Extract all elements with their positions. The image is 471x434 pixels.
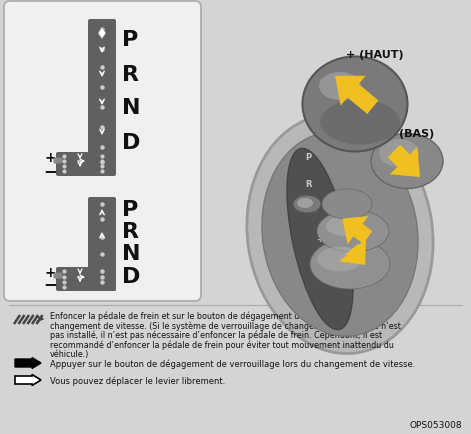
Ellipse shape	[247, 115, 433, 354]
Ellipse shape	[310, 240, 390, 289]
Text: P: P	[122, 200, 138, 220]
Text: −: −	[43, 274, 57, 293]
FancyBboxPatch shape	[54, 158, 63, 164]
FancyBboxPatch shape	[56, 153, 116, 177]
Ellipse shape	[262, 133, 418, 336]
Text: D: D	[122, 133, 140, 153]
Ellipse shape	[317, 210, 389, 253]
Ellipse shape	[302, 57, 407, 152]
Ellipse shape	[371, 134, 443, 189]
Text: N: N	[309, 205, 317, 214]
Ellipse shape	[326, 217, 364, 237]
Text: changement de vitesse. (Si le système de verrouillage de changement de vitesse n: changement de vitesse. (Si le système de…	[50, 321, 401, 330]
Text: R: R	[122, 221, 139, 241]
Text: R: R	[122, 65, 139, 85]
FancyBboxPatch shape	[88, 20, 116, 176]
FancyBboxPatch shape	[56, 267, 116, 291]
Ellipse shape	[320, 100, 400, 145]
FancyArrow shape	[15, 375, 41, 386]
Text: R: R	[306, 180, 312, 189]
FancyBboxPatch shape	[54, 273, 63, 279]
Ellipse shape	[293, 196, 321, 214]
Ellipse shape	[287, 149, 353, 330]
Text: N: N	[122, 243, 140, 263]
Text: −: −	[43, 161, 57, 180]
Text: +: +	[44, 265, 56, 279]
Text: OPS053008: OPS053008	[409, 420, 462, 429]
Ellipse shape	[322, 190, 372, 220]
FancyArrow shape	[15, 358, 41, 368]
Text: véhicule.): véhicule.)	[50, 349, 89, 358]
Text: N: N	[122, 98, 140, 118]
Text: P: P	[122, 30, 138, 50]
FancyBboxPatch shape	[4, 2, 201, 301]
Text: P: P	[305, 153, 311, 162]
Text: D: D	[122, 266, 140, 286]
Ellipse shape	[379, 140, 419, 168]
Text: Appuyer sur le bouton de dégagement de verrouillage lors du changement de vitess: Appuyer sur le bouton de dégagement de v…	[50, 358, 415, 368]
Text: (BAS): (BAS)	[399, 129, 435, 139]
FancyBboxPatch shape	[88, 197, 116, 291]
Ellipse shape	[319, 73, 361, 101]
Text: Vous pouvez déplacer le levier librement.: Vous pouvez déplacer le levier librement…	[50, 375, 225, 385]
Ellipse shape	[317, 247, 363, 272]
Text: + (HAUT): + (HAUT)	[346, 50, 404, 60]
Text: D: D	[324, 260, 331, 269]
Text: pas installé, il n’est pas nécessaire d’enfoncer la pédale de frein. Cependant, : pas installé, il n’est pas nécessaire d’…	[50, 330, 382, 340]
Text: +: +	[317, 235, 324, 244]
Polygon shape	[98, 28, 106, 40]
Ellipse shape	[297, 198, 313, 208]
Text: recommandé d’enfoncer la pédale de frein pour éviter tout mouvement inattendu du: recommandé d’enfoncer la pédale de frein…	[50, 340, 394, 349]
Text: Enfoncer la pédale de frein et sur le bouton de dégagement de verrouillage lors : Enfoncer la pédale de frein et sur le bo…	[50, 311, 385, 321]
Text: +: +	[44, 151, 56, 164]
